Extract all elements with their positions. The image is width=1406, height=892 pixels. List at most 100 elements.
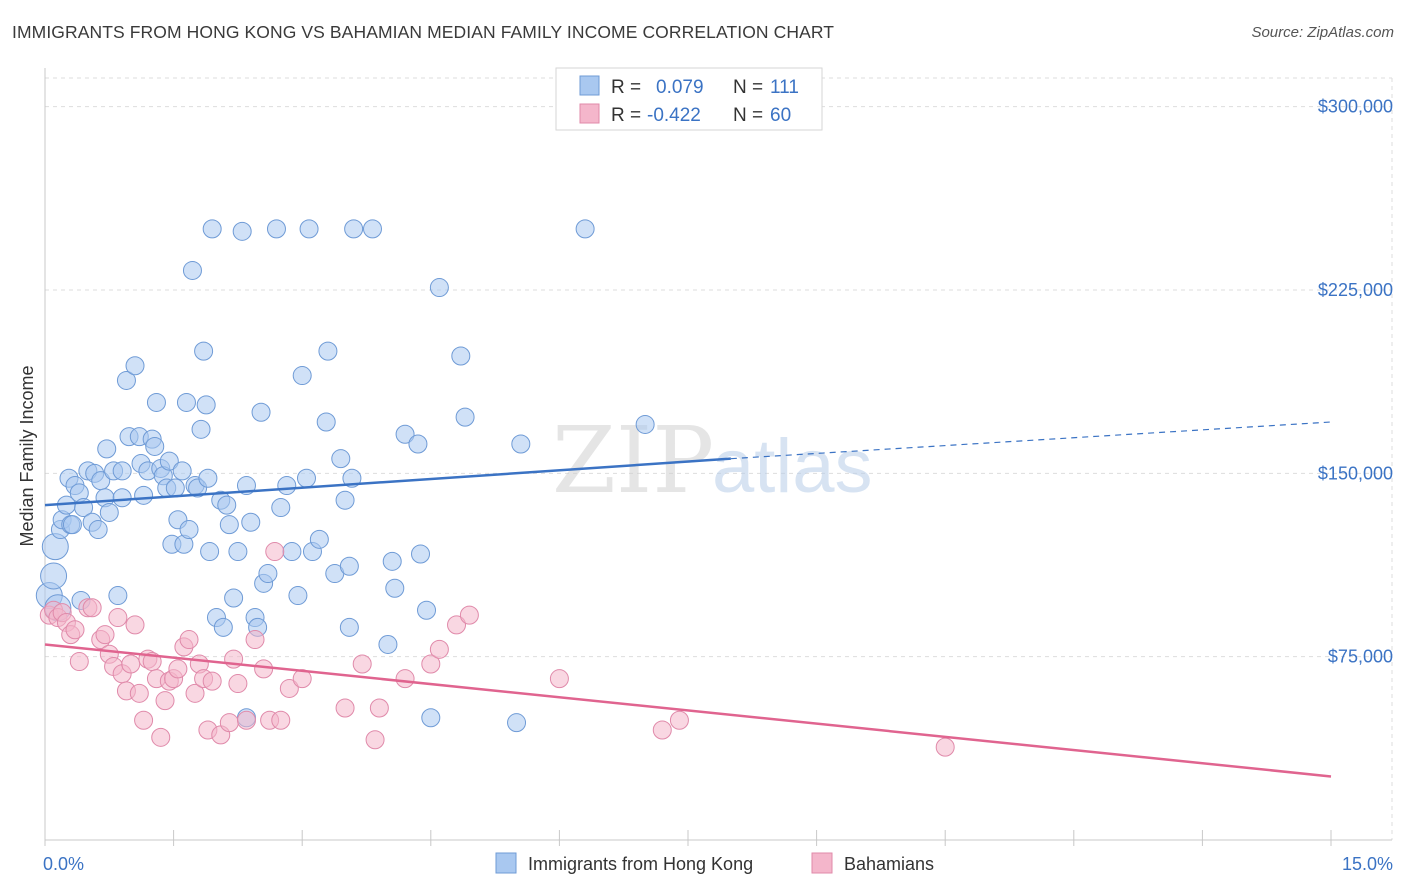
data-point-hong-kong (288, 586, 308, 606)
trend-line-bahamians (44, 643, 1332, 778)
data-point-bahamians (245, 630, 265, 650)
data-point-hong-kong (165, 478, 185, 498)
data-point-bahamians (254, 659, 274, 679)
data-point-hong-kong (217, 495, 237, 515)
data-point-hong-kong (112, 461, 132, 481)
data-point-bahamians (228, 674, 248, 694)
data-point-bahamians (108, 608, 128, 628)
data-point-hong-kong (191, 419, 211, 439)
data-point-hong-kong (309, 529, 329, 549)
data-point-hong-kong (344, 219, 364, 239)
data-point-hong-kong (125, 356, 145, 376)
data-point-hong-kong (182, 260, 202, 280)
trend-line-hong-kong (44, 457, 731, 507)
data-point-bahamians (421, 654, 441, 674)
data-point-hong-kong (202, 219, 222, 239)
data-point-hong-kong (339, 556, 359, 576)
data-point-bahamians (369, 698, 389, 718)
data-point-hong-kong (296, 468, 316, 488)
data-point-hong-kong (40, 562, 68, 590)
data-point-bahamians (669, 710, 689, 730)
data-point-hong-kong (316, 412, 336, 432)
data-point-hong-kong (62, 515, 82, 535)
data-point-hong-kong (511, 434, 531, 454)
y-tick-label: $75,000 (1328, 647, 1393, 667)
data-point-hong-kong (266, 219, 286, 239)
data-point-hong-kong (408, 434, 428, 454)
data-point-hong-kong (395, 424, 415, 444)
data-point-bahamians (168, 659, 188, 679)
legend-r-label: R = (611, 105, 641, 126)
data-point-hong-kong (241, 512, 261, 532)
data-point-hong-kong (429, 278, 449, 298)
legend-r-label: R = (611, 77, 641, 98)
data-point-hong-kong (282, 542, 302, 562)
legend-n-value: 60 (770, 105, 791, 126)
data-point-hong-kong (146, 392, 166, 412)
legend-n-value: 111 (770, 77, 799, 98)
data-point-hong-kong (635, 414, 655, 434)
y-axis-label: Median Family Income (17, 365, 37, 546)
data-point-bahamians (935, 737, 955, 757)
data-point-hong-kong (378, 634, 398, 654)
data-point-hong-kong (258, 564, 278, 584)
data-point-hong-kong (232, 221, 252, 241)
x-tick-label: 15.0% (1342, 854, 1393, 874)
data-point-bahamians (365, 730, 385, 750)
data-point-hong-kong (108, 586, 128, 606)
y-tick-label: $300,000 (1318, 97, 1393, 117)
legend-swatch-blue (579, 75, 600, 96)
data-point-bahamians (279, 678, 299, 698)
data-point-hong-kong (331, 449, 351, 469)
data-point-hong-kong (176, 392, 196, 412)
bottom-legend-swatch-pink (811, 852, 833, 874)
data-point-bahamians (95, 625, 115, 645)
data-point-bahamians (549, 669, 569, 689)
x-tick-label: 0.0% (43, 854, 84, 874)
y-tick-label: $150,000 (1318, 463, 1393, 483)
data-point-bahamians (202, 671, 222, 691)
data-point-hong-kong (179, 520, 199, 540)
data-point-bahamians (121, 654, 141, 674)
data-point-hong-kong (277, 476, 297, 496)
data-point-bahamians (65, 620, 85, 640)
data-point-bahamians (125, 615, 145, 635)
data-point-hong-kong (99, 502, 119, 522)
data-point-bahamians (459, 605, 479, 625)
data-point-bahamians (395, 669, 415, 689)
grid-lines (45, 77, 1393, 840)
data-point-bahamians (69, 652, 89, 672)
data-point-hong-kong (196, 395, 216, 415)
bottom-legend-label-blue: Immigrants from Hong Kong (528, 854, 753, 874)
data-point-hong-kong (455, 407, 475, 427)
data-point-hong-kong (451, 346, 471, 366)
data-point-hong-kong (342, 468, 362, 488)
data-point-bahamians (271, 710, 291, 730)
data-point-hong-kong (88, 520, 108, 540)
data-point-hong-kong (145, 436, 165, 456)
legend-r-value: 0.079 (656, 77, 704, 98)
data-point-bahamians (134, 710, 154, 730)
data-point-hong-kong (198, 468, 218, 488)
data-point-hong-kong (385, 578, 405, 598)
data-point-hong-kong (172, 461, 192, 481)
data-point-bahamians (236, 710, 256, 730)
chart-title: IMMIGRANTS FROM HONG KONG VS BAHAMIAN ME… (12, 22, 835, 42)
data-point-hong-kong (134, 485, 154, 505)
data-point-hong-kong (271, 498, 291, 518)
legend-n-label: N = (733, 77, 763, 98)
bottom-legend-label-pink: Bahamians (844, 854, 934, 874)
data-point-bahamians (179, 630, 199, 650)
data-point-bahamians (335, 698, 355, 718)
legend-swatch-pink (579, 103, 600, 124)
trend-lines (44, 421, 1332, 778)
trend-line-hong-kong-extension (730, 421, 1332, 460)
y-tick-labels: $75,000 $150,000 $225,000 $300,000 (1318, 97, 1393, 667)
data-point-hong-kong (382, 551, 402, 571)
data-point-hong-kong (219, 515, 239, 535)
axes (44, 68, 1392, 846)
data-point-bahamians (447, 615, 467, 635)
y-tick-label: $225,000 (1318, 280, 1393, 300)
data-point-hong-kong (417, 600, 437, 620)
